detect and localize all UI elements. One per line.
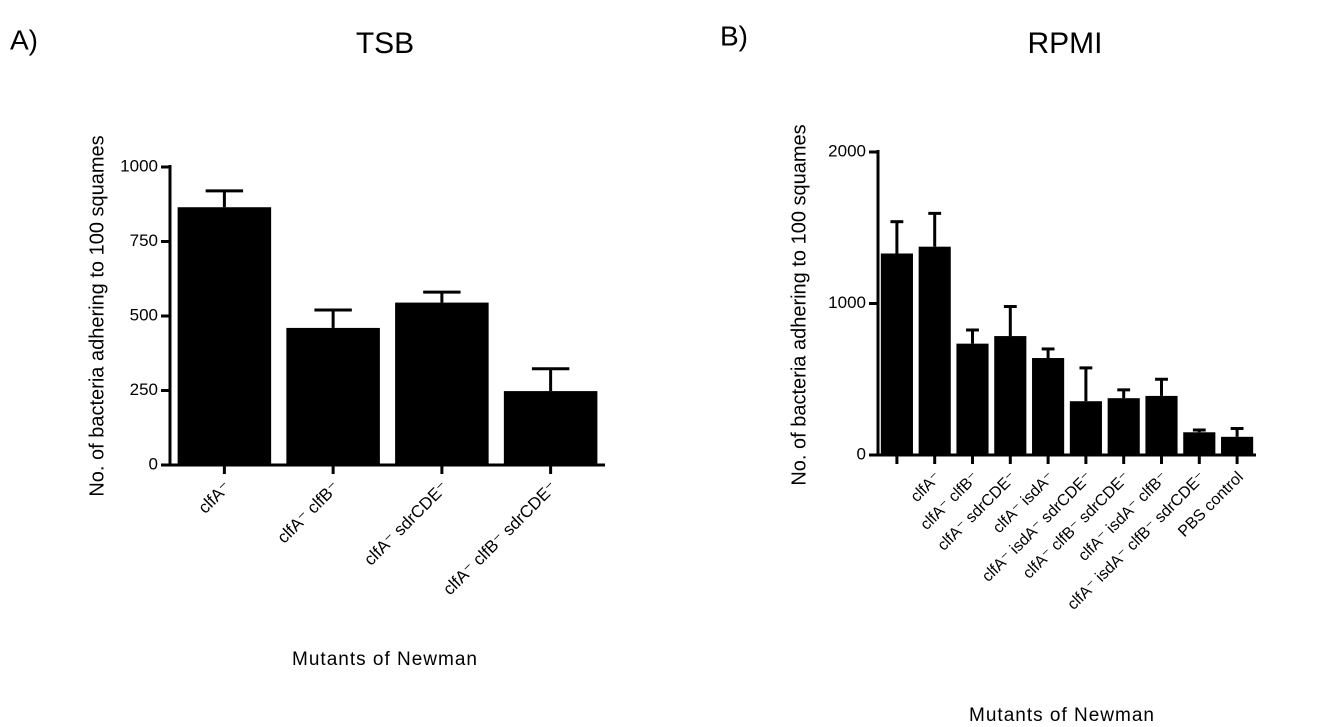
y-tick-label: 750: [130, 231, 158, 250]
panel-label: A): [10, 24, 38, 55]
bar: [1107, 398, 1140, 455]
x-axis-label: Mutants of Newman: [292, 649, 478, 670]
bar: [880, 253, 913, 455]
bar: [286, 327, 380, 465]
bar: [1145, 395, 1178, 455]
y-tick-label: 250: [130, 380, 158, 399]
bar: [395, 302, 489, 465]
y-tick-label: 1000: [828, 293, 866, 312]
y-tick-label: 0: [857, 444, 866, 463]
bar: [994, 336, 1027, 455]
bar: [1069, 401, 1102, 455]
y-tick-label: 500: [130, 305, 158, 324]
bar: [503, 391, 598, 465]
x-tick-label: clfA⁻ clfB⁻ sdrCDE⁻: [439, 478, 560, 599]
x-tick-label: clfA⁻ sdrCDE⁻: [360, 478, 452, 570]
bar: [177, 207, 272, 466]
bar: [918, 246, 951, 455]
x-tick-label: clfA⁻: [195, 478, 235, 518]
y-tick-label: 1000: [120, 156, 158, 175]
bar: [1221, 436, 1254, 455]
bar: [1183, 432, 1216, 455]
y-tick-label: 0: [149, 454, 158, 473]
chart-title: RPMI: [1028, 27, 1103, 60]
y-axis-label: No. of bacteria adhering to 100 squames: [86, 135, 108, 496]
x-tick-label: clfA⁻ clfB⁻: [274, 478, 344, 548]
bar: [1032, 358, 1065, 455]
x-axis-label: Mutants of Newman: [969, 705, 1155, 726]
bar: [956, 343, 989, 455]
y-tick-label: 2000: [828, 141, 866, 160]
panel-label: B): [720, 20, 748, 51]
y-axis-label: No. of bacteria adhering to 100 squames: [788, 124, 810, 485]
chart-title: TSB: [356, 27, 414, 60]
